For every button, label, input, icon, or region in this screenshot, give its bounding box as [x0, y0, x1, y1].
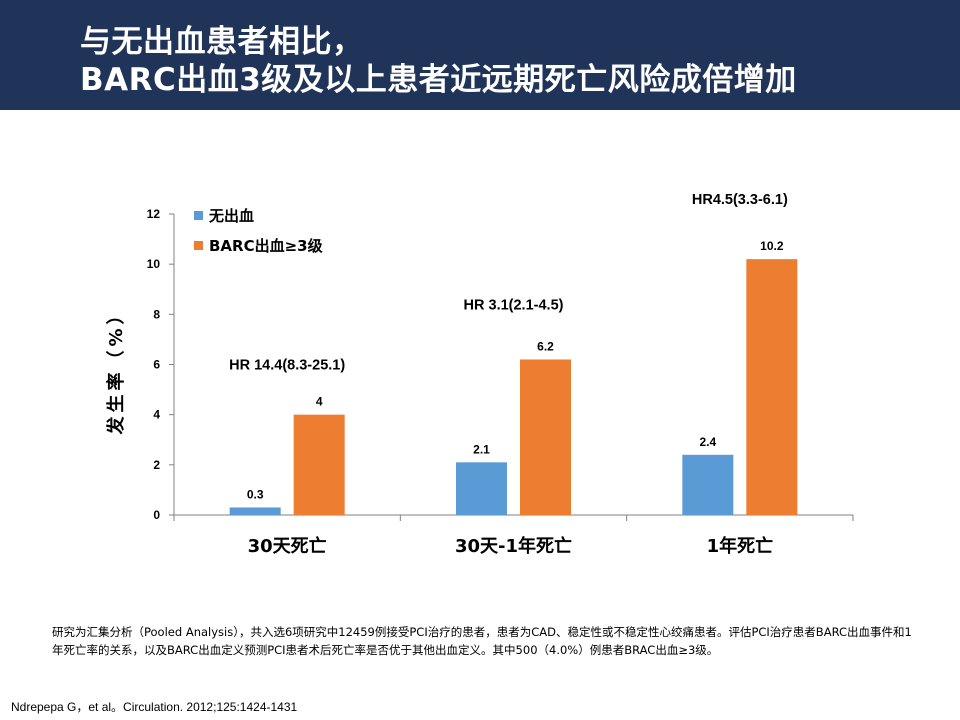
y-tick-label: 2 — [153, 458, 160, 472]
data-label: 10.2 — [760, 239, 784, 253]
bar — [456, 462, 507, 515]
bar — [520, 359, 571, 515]
data-label: 2.4 — [699, 435, 716, 449]
bar-chart: 0 2 4 6 8 10 12 发生率（%） 0.3 4 30天死亡 2.1 6.2 30天-1年死亡 2.… — [105, 192, 854, 557]
legend-swatch — [194, 211, 203, 220]
bar — [229, 507, 281, 515]
legend-label: 无出血 — [208, 207, 254, 225]
citation: Ndrepepa G，et al。Circulation. 2012;125:1… — [11, 700, 298, 714]
data-label: 0.3 — [247, 487, 264, 501]
y-tick-label: 12 — [147, 207, 161, 221]
study-footnote: 研究为汇集分析（Pooled Analysis），共入选6项研究中12459例接… — [52, 625, 912, 657]
title-banner: 与无出血患者相比， BARC出血3级及以上患者近远期死亡风险成倍增加 — [0, 0, 960, 110]
legend-swatch — [194, 241, 203, 250]
y-tick-label: 6 — [153, 358, 160, 372]
bar — [746, 259, 798, 515]
x-tick-label: 30天死亡 — [248, 535, 327, 557]
data-label: 6.2 — [537, 339, 554, 353]
hazard-ratio-annotation: HR 3.1(2.1-4.5) — [464, 297, 564, 313]
slide-title-line-1: 与无出血患者相比， — [80, 24, 364, 60]
y-tick-label: 4 — [153, 408, 160, 422]
hazard-ratio-annotation: HR4.5(3.3-6.1) — [692, 192, 788, 208]
y-axis-label: 发生率（%） — [105, 302, 127, 435]
legend-label: BARC出血≥3级 — [209, 237, 324, 255]
y-tick-label: 8 — [153, 307, 160, 321]
bar — [682, 454, 734, 515]
y-tick-label: 0 — [153, 508, 160, 522]
bar — [293, 414, 345, 515]
slide-title-line-2: BARC出血3级及以上患者近远期死亡风险成倍增加 — [80, 62, 797, 98]
x-tick-label: 30天-1年死亡 — [455, 535, 572, 557]
data-label: 4 — [316, 395, 323, 409]
y-tick-label: 10 — [147, 257, 161, 271]
hazard-ratio-annotation: HR 14.4(8.3-25.1) — [229, 358, 345, 374]
data-label: 2.1 — [473, 442, 490, 456]
x-tick-label: 1年死亡 — [707, 535, 774, 557]
